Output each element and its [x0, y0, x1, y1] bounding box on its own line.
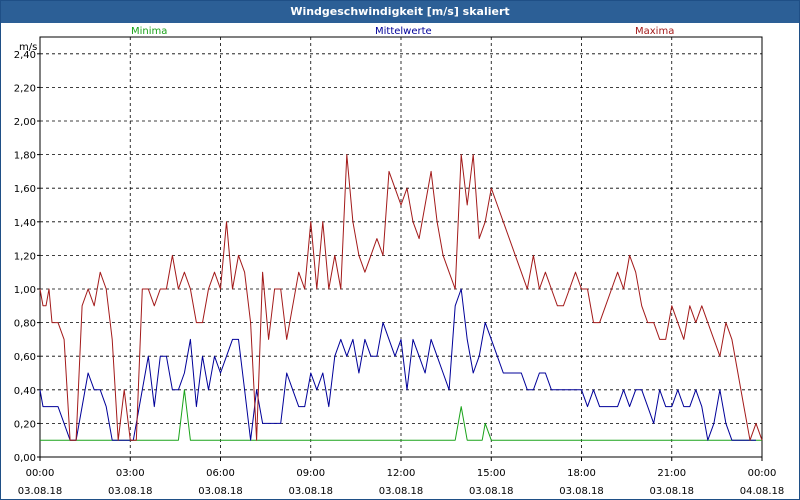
y-tick-label: 1,60: [14, 184, 36, 195]
y-tick-label: 1,00: [14, 285, 36, 296]
x-tick-date: 04.08.18: [740, 486, 785, 497]
legend-maxima: Maxima: [635, 26, 675, 37]
grid-lines: [40, 37, 762, 457]
y-tick-label: 1,20: [14, 251, 36, 262]
y-tick-label: 0,00: [14, 453, 36, 464]
x-tick-date: 03.08.18: [288, 486, 333, 497]
y-tick-label: 0,80: [14, 319, 36, 330]
x-tick-date: 03.08.18: [649, 486, 694, 497]
x-tick-date: 03.08.18: [379, 486, 424, 497]
x-tick-time: 15:00: [477, 468, 506, 479]
x-tick-time: 21:00: [657, 468, 686, 479]
y-tick-label: 2,40: [14, 50, 36, 61]
y-tick-label: 0,20: [14, 419, 36, 430]
x-tick-date: 03.08.18: [469, 486, 514, 497]
x-tick-time: 00:00: [26, 468, 55, 479]
y-tick-label: 0,40: [14, 386, 36, 397]
x-tick-time: 18:00: [567, 468, 596, 479]
x-tick-date: 03.08.18: [108, 486, 153, 497]
y-tick-label: 2,00: [14, 117, 36, 128]
series-lines: [39, 154, 763, 441]
series-line-maxima: [39, 154, 763, 441]
y-tick-label: 2,20: [14, 83, 36, 94]
series-line-mittelwerte: [39, 288, 756, 441]
tick-labels: 0,00 0,20 0,40 0,60 0,80 1,00 1,20 1,40 1,60 1,80…: [14, 50, 785, 497]
x-tick-time: 06:00: [206, 468, 235, 479]
x-tick-time: 12:00: [387, 468, 416, 479]
x-tick-time: 03:00: [116, 468, 145, 479]
x-tick-date: 03.08.18: [559, 486, 604, 497]
x-tick-date: 03.08.18: [18, 486, 63, 497]
legend-minima: Minima: [131, 26, 168, 37]
chart-title: Windgeschwindigkeit [m/s] skaliert: [1, 1, 799, 23]
x-tick-time: 09:00: [296, 468, 325, 479]
y-tick-label: 1,80: [14, 151, 36, 162]
x-tick-date: 03.08.18: [198, 486, 243, 497]
x-tick-time: 00:00: [748, 468, 777, 479]
y-tick-label: 1,40: [14, 218, 36, 229]
y-tick-label: 0,60: [14, 352, 36, 363]
series-line-minima: [40, 389, 762, 441]
y-axis-label: m/s: [19, 42, 38, 53]
axes: [37, 36, 763, 461]
legend-mittelwerte: Mittelwerte: [375, 26, 432, 37]
